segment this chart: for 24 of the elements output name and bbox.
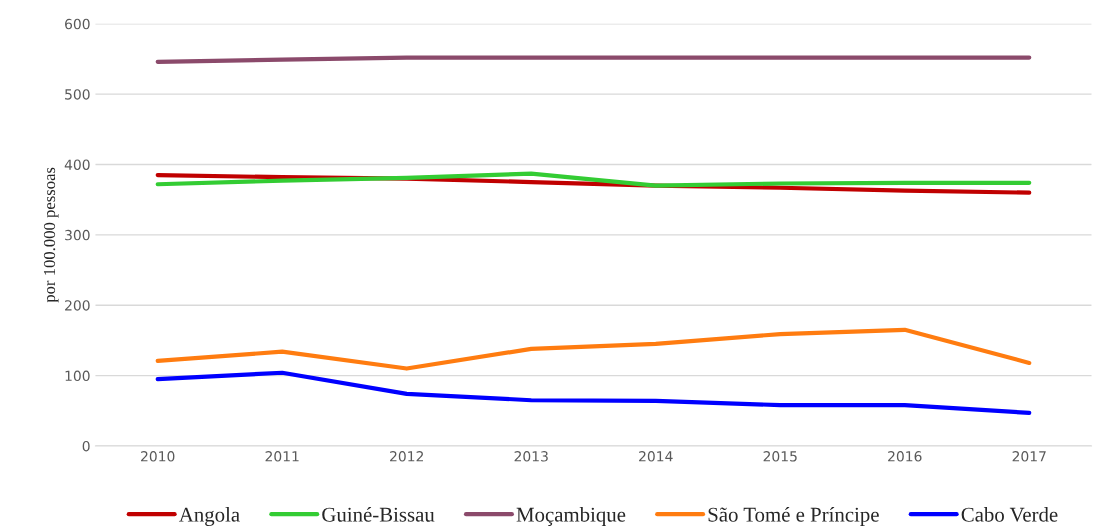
line-series [155,370,1032,415]
x-tick-label: 2013 [514,451,548,462]
x-tick-label: 2014 [639,451,673,462]
y-tick-label: 200 [65,300,90,311]
x-tick-label: 2016 [888,451,922,462]
legend-label: Cabo Verde [961,507,1058,522]
y-tick-label: 100 [65,370,90,382]
y-tick-label: 0 [82,440,90,452]
legend-label: Angola [178,507,240,526]
y-tick-label: 300 [65,229,90,241]
x-tick-label: 2010 [141,451,175,462]
y-axis-title: por 100.000 pessoas [43,167,59,303]
y-tick-label: 500 [65,89,90,100]
legend-label: São Tomé e Príncipe [708,507,879,526]
legend-label: Guiné-Bissau [322,507,435,522]
line-series [155,171,1032,188]
x-tick-label: 2012 [390,451,423,462]
y-tick-label: 400 [64,159,90,170]
x-tick-label: 2015 [763,451,797,462]
x-tick-label: 2017 [1012,451,1046,462]
y-tick-label: 600 [65,18,90,30]
line-series [155,327,1032,371]
legend-label: Moçambique [516,507,626,526]
x-tick-label: 2011 [265,451,299,462]
